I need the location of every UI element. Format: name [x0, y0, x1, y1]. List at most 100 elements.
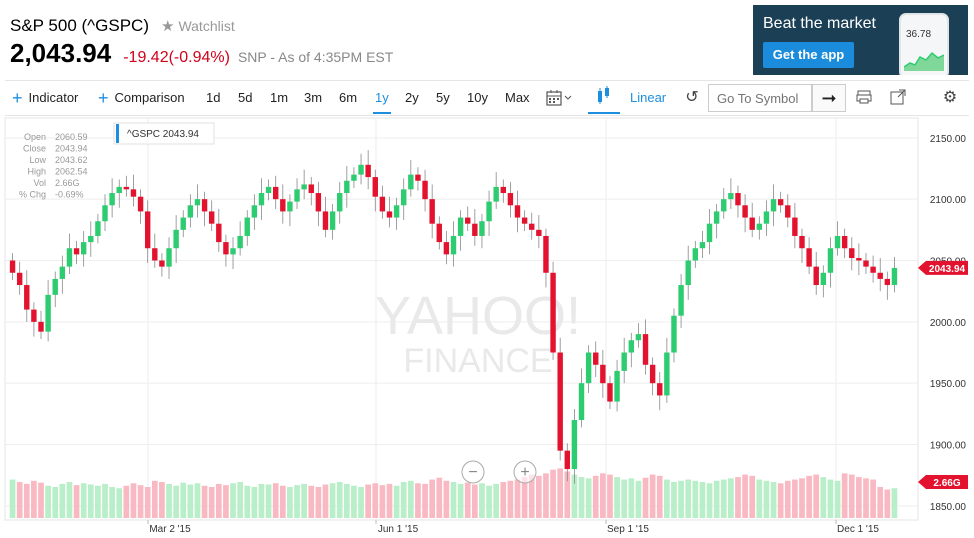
price-row: 2,043.94 -19.42(-0.94%) SNP - As of 4:35…: [10, 38, 393, 69]
range-1d[interactable]: 1d: [206, 90, 221, 105]
candle-down: [272, 186, 279, 200]
volume-bar: [365, 484, 372, 518]
candle-up: [827, 248, 834, 273]
fullscreen-icon[interactable]: [888, 88, 908, 108]
volume-bar: [52, 487, 59, 518]
reset-icon[interactable]: ↺: [685, 89, 699, 106]
stock-chart[interactable]: 2150.002100.002050.002000.001950.001900.…: [0, 116, 974, 538]
scale-linear-button[interactable]: Linear: [630, 90, 667, 105]
volume-bar: [23, 483, 30, 518]
candle-down: [144, 211, 151, 249]
title-row: S&P 500 (^GSPC) ★ Watchlist: [10, 16, 235, 36]
candle-up: [80, 242, 87, 255]
print-icon[interactable]: [854, 88, 874, 108]
candle-down: [813, 266, 819, 286]
ohlc-label: % Chg: [19, 190, 46, 200]
volume-bar: [429, 479, 436, 518]
volume-bar: [848, 474, 855, 518]
ad-phone-value: 36.78: [906, 29, 932, 40]
candle-down: [564, 450, 570, 470]
candle-up: [628, 340, 635, 353]
candle-up: [95, 221, 101, 236]
range-2y[interactable]: 2y: [405, 90, 419, 105]
get-app-button[interactable]: Get the app: [763, 42, 854, 68]
legend-series-label: ^GSPC 2043.94: [127, 129, 199, 140]
range-1m[interactable]: 1m: [270, 90, 289, 105]
candle-down: [443, 242, 450, 255]
volume-bar: [393, 485, 400, 518]
y-tick-label: 2100.00: [930, 195, 967, 206]
volume-bar: [756, 479, 763, 518]
app-ad-banner[interactable]: Beat the market Get the app 36.78: [753, 5, 968, 75]
last-volume-label: 2.66G: [933, 478, 960, 489]
candle-up: [337, 193, 343, 212]
zoom-out-icon[interactable]: [461, 460, 485, 484]
range-6m[interactable]: 6m: [339, 90, 358, 105]
volume-bar: [877, 487, 884, 518]
volume-bar: [521, 477, 528, 518]
volume-bar: [813, 474, 820, 518]
range-5y[interactable]: 5y: [436, 90, 450, 105]
volume-bar: [336, 482, 343, 518]
ticker-title: S&P 500 (^GSPC): [10, 16, 149, 35]
volume-bar: [656, 475, 663, 518]
volume-bar: [329, 483, 336, 518]
star-icon[interactable]: ★: [161, 18, 175, 35]
volume-bar: [31, 480, 37, 518]
volume-bar: [358, 487, 364, 518]
candle-up: [699, 242, 706, 249]
volume-bar: [464, 482, 471, 518]
volume-bar: [642, 477, 649, 518]
last-volume-tag: [918, 475, 968, 489]
range-3m[interactable]: 3m: [304, 90, 323, 105]
candle-up: [116, 186, 122, 194]
zoom-in-icon[interactable]: [513, 460, 537, 484]
volume-bar: [628, 478, 635, 518]
volume-bar: [841, 473, 848, 518]
legend-series-marker: [116, 124, 119, 143]
candle-down: [507, 193, 514, 206]
candle-up: [728, 193, 734, 200]
go-to-symbol-input[interactable]: [708, 84, 812, 112]
candle-up: [571, 419, 578, 470]
ohlc-value: 2043.94: [55, 144, 88, 154]
volume-bar: [194, 483, 201, 518]
volume-bar: [699, 482, 706, 518]
comparison-button[interactable]: + Comparison: [98, 82, 185, 114]
candle-up: [258, 193, 265, 206]
candle-down: [500, 186, 506, 194]
range-10y[interactable]: 10y: [467, 90, 488, 105]
candle-down: [73, 248, 80, 255]
candle-up: [301, 184, 307, 190]
candle-down: [365, 164, 371, 178]
candle-up: [265, 186, 272, 194]
candle-down: [322, 211, 329, 230]
volume-bar: [95, 485, 101, 518]
candle-down: [308, 184, 314, 194]
range-5d[interactable]: 5d: [238, 90, 253, 105]
x-tick-label: Mar 2 '15: [149, 524, 191, 535]
last-price-tag: [918, 260, 968, 275]
gear-icon[interactable]: ⚙: [942, 89, 958, 106]
volume-bar: [201, 485, 208, 518]
watchlist-link[interactable]: Watchlist: [178, 18, 235, 34]
volume-bar: [59, 483, 66, 518]
volume-bar: [706, 483, 713, 518]
volume-bar: [578, 477, 585, 518]
arrow-right-icon[interactable]: ➞: [812, 84, 846, 112]
range-Max[interactable]: Max: [505, 90, 530, 105]
volume-bar: [9, 479, 16, 518]
volume-bar: [251, 487, 258, 518]
candle-down: [870, 266, 876, 273]
candle-up: [194, 199, 201, 206]
candle-up: [685, 260, 691, 286]
candle-up: [358, 164, 364, 175]
calendar-icon[interactable]: [545, 88, 573, 108]
range-1y[interactable]: 1y: [373, 82, 391, 114]
candlestick-chart[interactable]: 2150.002100.002050.002000.001950.001900.…: [0, 116, 974, 538]
candlestick-chart-type-button[interactable]: [588, 82, 620, 114]
volume-bar: [180, 482, 187, 518]
indicator-button[interactable]: + Indicator: [12, 82, 78, 114]
ohlc-label: Open: [24, 132, 46, 142]
comparison-label: Comparison: [114, 90, 185, 105]
